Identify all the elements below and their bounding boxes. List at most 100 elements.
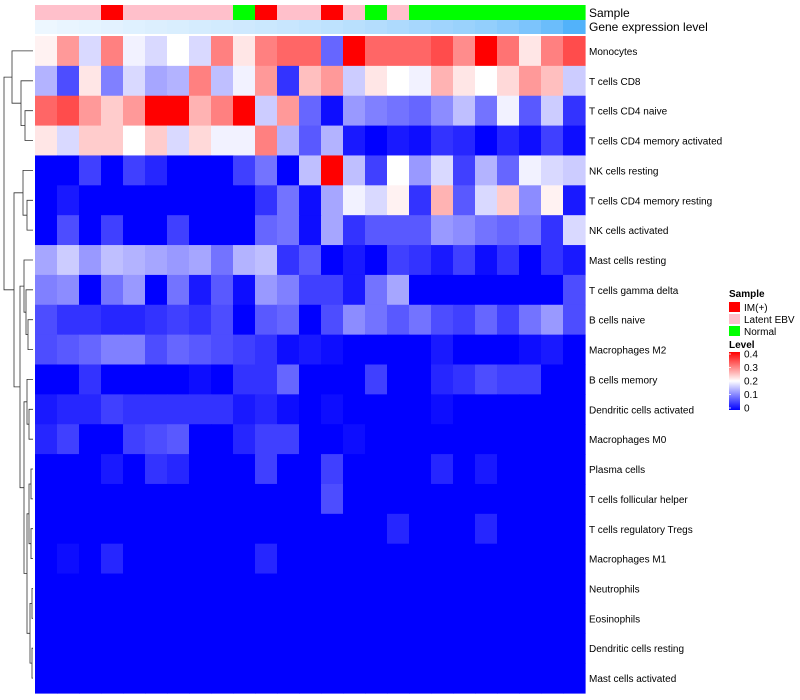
heatmap-cell bbox=[299, 95, 322, 127]
heatmap-cell bbox=[79, 185, 102, 216]
heatmap-cell bbox=[409, 155, 432, 186]
heatmap-cell bbox=[519, 155, 542, 186]
annotation-cell-sample bbox=[519, 5, 542, 20]
annotation-cell-gene-expression bbox=[541, 20, 564, 34]
heatmap-cell bbox=[79, 215, 102, 246]
heatmap-cell bbox=[145, 125, 168, 157]
heatmap-cell bbox=[343, 125, 366, 157]
heatmap-cell bbox=[145, 513, 168, 545]
row-label: Eosinophils bbox=[589, 614, 640, 625]
heatmap-cell bbox=[189, 394, 212, 425]
heatmap-cell bbox=[255, 245, 278, 276]
row-label: Macrophages M0 bbox=[589, 435, 667, 446]
annotation-cell-sample bbox=[321, 5, 344, 20]
heatmap-cell bbox=[365, 215, 388, 246]
heatmap-cell bbox=[277, 125, 300, 157]
heatmap-cell bbox=[299, 424, 322, 455]
heatmap-cell bbox=[167, 274, 190, 306]
annotation-cell-gene-expression bbox=[189, 20, 212, 34]
heatmap-cell bbox=[541, 95, 564, 127]
heatmap-cell bbox=[145, 304, 168, 336]
annotation-cell-sample bbox=[387, 5, 410, 20]
heatmap-cell bbox=[365, 424, 388, 455]
heatmap-cell bbox=[123, 454, 146, 485]
heatmap-cell bbox=[453, 364, 476, 395]
annotation-cell-gene-expression bbox=[255, 20, 278, 34]
heatmap-cell bbox=[57, 543, 80, 575]
heatmap-cell bbox=[79, 454, 102, 485]
heatmap-cell bbox=[365, 95, 388, 127]
heatmap-cell bbox=[343, 185, 366, 216]
annotation-cell-sample bbox=[497, 5, 520, 20]
heatmap-cell bbox=[211, 334, 234, 366]
heatmap-cell bbox=[233, 304, 256, 336]
row-label: T cells CD8 bbox=[589, 77, 641, 88]
heatmap-cell bbox=[145, 603, 168, 634]
heatmap-cell bbox=[541, 155, 564, 186]
heatmap-cell bbox=[211, 125, 234, 157]
annotation-track-labels: Sample Gene expression level bbox=[589, 6, 708, 34]
heatmap-cell bbox=[365, 513, 388, 545]
annotation-label-gene-expression: Gene expression level bbox=[589, 20, 708, 34]
heatmap-cell bbox=[563, 424, 586, 455]
heatmap-cell bbox=[145, 36, 168, 67]
heatmap-cell bbox=[563, 215, 586, 246]
heatmap-cell bbox=[145, 633, 168, 664]
heatmap-cell bbox=[79, 155, 102, 186]
heatmap-cell bbox=[233, 215, 256, 246]
annotation-cell-sample bbox=[409, 5, 432, 20]
heatmap-cell bbox=[321, 334, 344, 366]
heatmap-cell bbox=[123, 155, 146, 186]
heatmap-cell bbox=[497, 394, 520, 425]
heatmap-cell bbox=[299, 483, 322, 515]
heatmap-cell bbox=[277, 543, 300, 575]
heatmap-cell bbox=[321, 95, 344, 127]
heatmap-cell bbox=[497, 424, 520, 455]
row-label: Neutrophils bbox=[589, 584, 640, 595]
annotation-label-sample: Sample bbox=[589, 6, 630, 20]
heatmap-cell bbox=[365, 274, 388, 306]
heatmap-cell bbox=[343, 424, 366, 455]
heatmap-cell bbox=[189, 454, 212, 485]
heatmap-cell bbox=[409, 274, 432, 306]
heatmap-cell bbox=[497, 633, 520, 664]
dendrogram-branch bbox=[11, 50, 33, 104]
annotation-cell-sample bbox=[563, 5, 586, 20]
heatmap-cell bbox=[299, 663, 322, 694]
annotation-cell-sample bbox=[255, 5, 278, 20]
heatmap-cell bbox=[321, 663, 344, 694]
row-label: T cells CD4 naive bbox=[589, 107, 668, 118]
annotation-cell-sample bbox=[431, 5, 454, 20]
heatmap-cell bbox=[79, 663, 102, 694]
heatmap-cell bbox=[145, 95, 168, 127]
heatmap-cell bbox=[277, 95, 300, 127]
heatmap-cell bbox=[563, 185, 586, 216]
heatmap-cell bbox=[167, 36, 190, 67]
heatmap-cell bbox=[453, 573, 476, 605]
annotation-cell-gene-expression bbox=[431, 20, 454, 34]
annotation-cell-gene-expression bbox=[453, 20, 476, 34]
annotation-cell-gene-expression bbox=[233, 20, 256, 34]
heatmap-cell bbox=[387, 543, 410, 575]
heatmap-cell bbox=[167, 185, 190, 216]
heatmap-cell bbox=[277, 304, 300, 336]
heatmap-cell bbox=[343, 454, 366, 485]
heatmap-cell bbox=[101, 513, 124, 545]
heatmap-cell bbox=[211, 454, 234, 485]
heatmap-cell bbox=[233, 424, 256, 455]
heatmap-cell bbox=[277, 454, 300, 485]
heatmap-cell bbox=[343, 274, 366, 306]
heatmap-cell bbox=[145, 245, 168, 276]
row-label: Dendritic cells activated bbox=[589, 405, 694, 416]
heatmap-cell bbox=[35, 155, 58, 186]
heatmap-cell bbox=[123, 364, 146, 395]
heatmap-cell bbox=[35, 364, 58, 395]
dendrogram-branch bbox=[30, 468, 33, 500]
heatmap-cell bbox=[57, 185, 80, 216]
heatmap-cell bbox=[79, 245, 102, 276]
heatmap-cell bbox=[541, 454, 564, 485]
legend-level-ticks: 0.4 0.3 0.2 0.1 0 bbox=[729, 350, 758, 415]
heatmap-cell bbox=[343, 215, 366, 246]
heatmap-cell bbox=[145, 334, 168, 366]
heatmap-cell bbox=[123, 513, 146, 545]
